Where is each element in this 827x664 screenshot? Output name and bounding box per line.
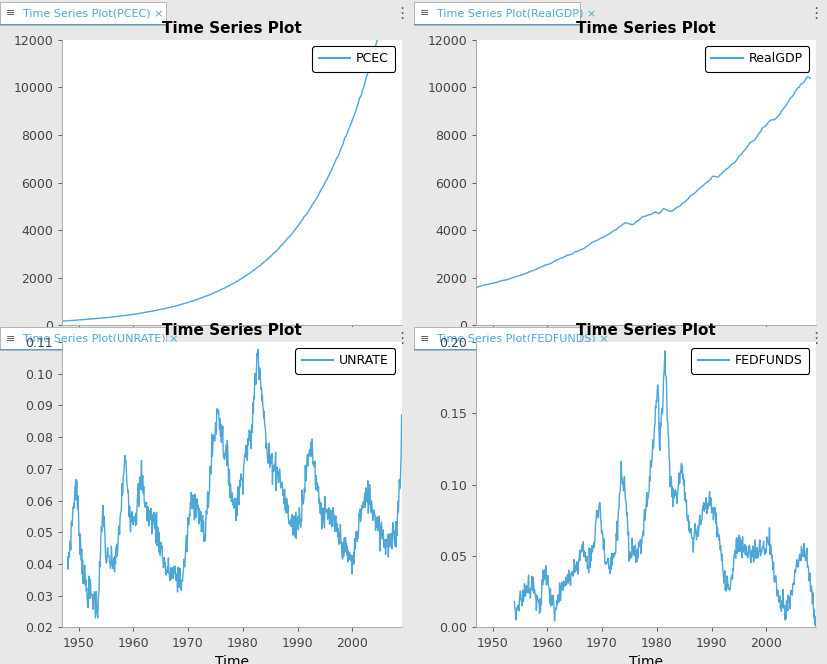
Text: ≡: ≡: [419, 8, 429, 19]
Legend: PCEC: PCEC: [312, 46, 394, 72]
Legend: UNRATE: UNRATE: [295, 348, 394, 374]
Text: Time Series Plot(RealGDP) ×: Time Series Plot(RealGDP) ×: [437, 8, 595, 19]
X-axis label: Time: Time: [214, 655, 249, 664]
Title: Time Series Plot: Time Series Plot: [576, 21, 715, 36]
X-axis label: Time: Time: [628, 353, 662, 367]
Title: Time Series Plot: Time Series Plot: [576, 323, 715, 338]
Text: Time Series Plot(UNRATE) ×: Time Series Plot(UNRATE) ×: [23, 333, 178, 344]
Text: ≡: ≡: [419, 333, 429, 344]
Bar: [414, 2, 579, 25]
Title: Time Series Plot: Time Series Plot: [162, 21, 301, 36]
Text: ≡: ≡: [7, 333, 16, 344]
Text: Time Series Plot(PCEC) ×: Time Series Plot(PCEC) ×: [23, 8, 163, 19]
Title: Time Series Plot: Time Series Plot: [162, 323, 301, 338]
Text: Time Series Plot(FEDFUNDS) ×: Time Series Plot(FEDFUNDS) ×: [437, 333, 608, 344]
X-axis label: Time: Time: [214, 353, 249, 367]
X-axis label: Time: Time: [628, 655, 662, 664]
Bar: [0, 327, 165, 350]
Legend: RealGDP: RealGDP: [705, 46, 808, 72]
Text: ⋮: ⋮: [807, 6, 822, 21]
Text: ⋮: ⋮: [807, 331, 822, 346]
Legend: FEDFUNDS: FEDFUNDS: [691, 348, 808, 374]
Bar: [0, 2, 165, 25]
Text: ⋮: ⋮: [394, 6, 409, 21]
Bar: [414, 327, 579, 350]
Text: ≡: ≡: [7, 8, 16, 19]
Text: ⋮: ⋮: [394, 331, 409, 346]
